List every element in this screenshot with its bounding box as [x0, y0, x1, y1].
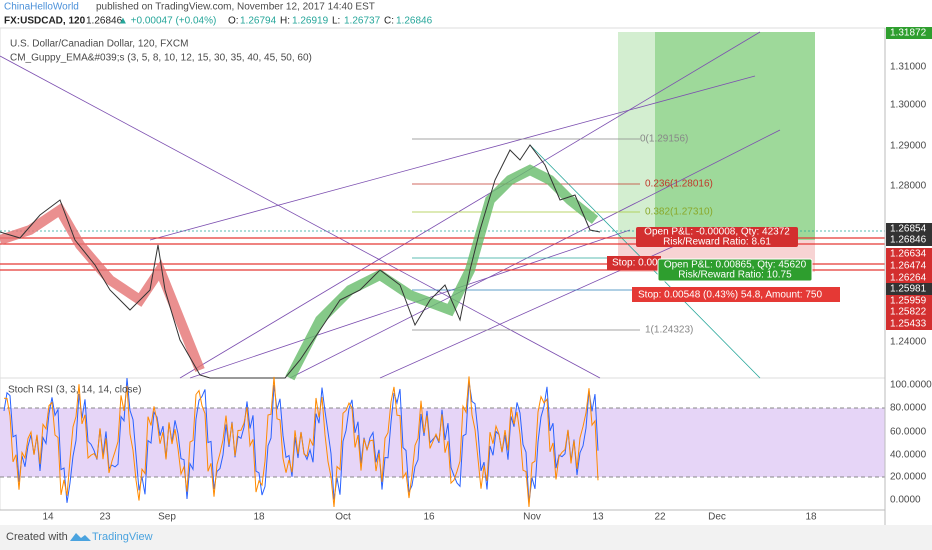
time-label: Oct	[335, 512, 351, 523]
time-axis-labels: 14 23 Sep 18 Oct 16 Nov 13 22 Dec 18	[42, 512, 817, 523]
price-label: 1.29000	[890, 141, 927, 152]
time-label: Sep	[158, 512, 176, 523]
pane-title: Stoch RSI (3, 3, 14, 14, close)	[8, 385, 141, 396]
price-label: 1.25822	[890, 307, 927, 318]
stoch-axis-labels: 100.0000 80.0000 60.0000 40.0000 20.0000 0.00…	[890, 380, 932, 506]
price-line	[0, 144, 601, 379]
price-badge	[886, 27, 932, 39]
time-label: 16	[423, 512, 435, 523]
rr: Risk/Reward Ratio: 10.75	[678, 270, 792, 281]
last-price: 1.26846	[86, 16, 123, 27]
footer-text: Created with	[6, 531, 68, 543]
price-badge	[886, 318, 932, 330]
stoch-lines	[3, 376, 599, 508]
pnl: Open P&L: 0.00865, Qty: 45620	[664, 260, 807, 271]
stoch-label: 100.0000	[890, 380, 932, 391]
pnl: Open P&L: -0.00008, Qty: 42372	[644, 227, 790, 238]
author[interactable]: ChinaHelloWorld	[4, 2, 79, 13]
symbol: FX:USDCAD, 120	[4, 16, 86, 27]
target-zone	[618, 32, 655, 240]
price-badge	[886, 234, 932, 246]
price-label: 1.26846	[890, 235, 927, 246]
footer	[0, 525, 932, 550]
ohlc-label: C:	[384, 16, 394, 27]
ohlc-value: 1.26737	[344, 16, 381, 27]
time-label: Dec	[708, 512, 726, 523]
price-badge	[886, 306, 932, 318]
fib-lines	[412, 138, 640, 331]
price-label: 1.28000	[890, 181, 927, 192]
ohlc-value: 1.26919	[292, 16, 329, 27]
pane-title: U.S. Dollar/Canadian Dollar, 120, FXCM	[10, 39, 188, 50]
price-badge	[886, 248, 932, 260]
time-label: 13	[592, 512, 604, 523]
published: published on TradingView.com, November 1…	[96, 2, 375, 13]
target-zone	[655, 32, 815, 240]
ohlc-value: 1.26794	[240, 16, 277, 27]
brand[interactable]: TradingView	[92, 531, 153, 543]
price-badge	[886, 295, 932, 307]
time-label: 14	[42, 512, 54, 523]
stop: Stop: 0.00	[612, 258, 658, 269]
time-label: 18	[805, 512, 817, 523]
stoch-label: 0.0000	[890, 495, 921, 506]
logo	[70, 533, 91, 541]
time-label: 18	[253, 512, 265, 523]
price-label: 1.25981	[890, 284, 927, 295]
fib-label: 0.382(1.27310)	[645, 207, 713, 218]
stoch-label: 60.0000	[890, 427, 927, 438]
price-label: 1.31872	[890, 28, 927, 39]
price-label: 1.31000	[890, 62, 927, 73]
price-label: 1.25959	[890, 296, 927, 307]
price-axis-labels: 1.31872 1.31000 1.30000 1.29000 1.28000 1.268…	[886, 27, 932, 348]
price-badge	[886, 260, 932, 272]
stoch-label: 40.0000	[890, 450, 927, 461]
long-position-label[interactable]	[657, 258, 813, 282]
price-label: 1.30000	[890, 100, 927, 111]
short-position-label[interactable]	[636, 227, 798, 247]
price-label: 1.25433	[890, 319, 927, 330]
price-badge	[886, 272, 932, 284]
indicator-title: CM_Guppy_EMA&#039;s (3, 5, 8, 10, 12, 15…	[10, 53, 312, 64]
ohlc-label: L:	[332, 16, 340, 27]
stop-label[interactable]	[632, 287, 840, 302]
stoch-label: 80.0000	[890, 403, 927, 414]
price-badge	[886, 223, 932, 235]
time-label: Nov	[523, 512, 541, 523]
price-label: 1.26474	[890, 261, 927, 272]
time-label: 22	[654, 512, 666, 523]
ohlc: O: 1.26794 H: 1.26919 L: 1.26737 C: 1.26846	[228, 16, 433, 27]
fib-label: 1(1.24323)	[645, 325, 693, 336]
rr: Risk/Reward Ratio: 8.61	[663, 237, 771, 248]
time-label: 23	[99, 512, 111, 523]
ohlc-value: 1.26846	[396, 16, 433, 27]
price-label: 1.26634	[890, 249, 927, 260]
ema-ribbon	[0, 202, 205, 372]
price-label: 1.24000	[890, 337, 927, 348]
fib-label: 0.236(1.28016)	[645, 179, 713, 190]
ohlc-label: O:	[228, 16, 239, 27]
price-badge	[886, 283, 932, 295]
stop: Stop: 0.00548 (0.43%) 54.8, Amount: 750	[638, 290, 822, 301]
fib-label: 0(1.29156)	[640, 134, 688, 145]
price-label: 1.26264	[890, 273, 927, 284]
change: ▲ +0.00047 (+0.04%)	[118, 16, 216, 27]
stoch-line	[3, 376, 599, 508]
stoch-label: 20.0000	[890, 472, 927, 483]
stop-label[interactable]	[607, 256, 661, 270]
price-label: 1.26854	[890, 224, 927, 235]
ohlc-label: H:	[280, 16, 290, 27]
